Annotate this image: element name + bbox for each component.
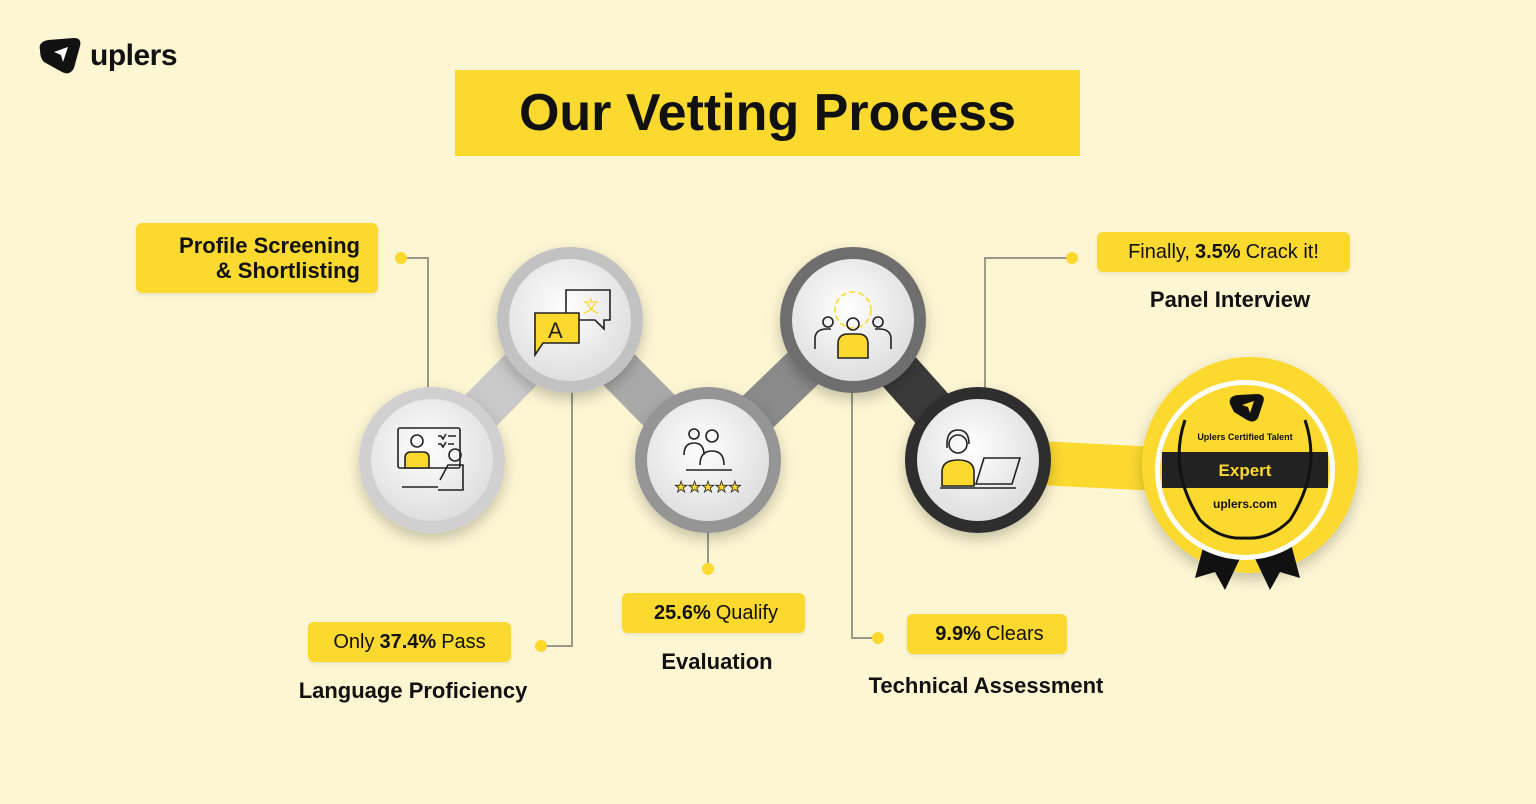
certified-badge: Uplers Certified Talent Expert uplers.co… [1142, 357, 1358, 590]
uplers-logo-icon [39, 38, 81, 74]
stat-suffix: Pass [441, 630, 486, 653]
stat-suffix: Qualify [715, 601, 778, 624]
stat-tag-technical: 9.9% Clears [907, 614, 1067, 654]
stat-tag-panel: Finally, 3.5% Crack it! [1097, 232, 1350, 272]
stat-tag-evaluation: 25.6% Qualify [622, 593, 805, 633]
brand-logo: uplers [36, 36, 178, 76]
rating-stars-icon: ★★★★★ [674, 428, 742, 496]
uplers-logo-icon [1229, 394, 1264, 422]
step-name-line2: & Shortlisting [215, 258, 360, 283]
team-gear-icon [814, 291, 892, 359]
step-name: Profile Screening [179, 233, 360, 258]
step-circle-technical [780, 247, 926, 393]
badge-url: uplers.com [1213, 497, 1277, 511]
stat-value: 37.4% [379, 630, 437, 653]
translate-chat-icon: 文 A [534, 289, 611, 358]
stat-suffix: Clears [985, 622, 1044, 645]
step-title-evaluation: Evaluation [661, 649, 773, 674]
stat-value: 25.6% [654, 601, 711, 624]
leader-lines [401, 257, 1072, 647]
step-circle-panel [905, 387, 1051, 533]
badge-label: Expert [1219, 461, 1272, 480]
stat-suffix: Crack it! [1245, 240, 1319, 263]
badge-top-text: Uplers Certified Talent [1197, 432, 1292, 442]
step-title-panel: Panel Interview [1149, 287, 1311, 312]
brand-name: uplers [90, 39, 178, 72]
title-banner: Our Vetting Process [455, 70, 1080, 156]
svg-text:文: 文 [583, 298, 599, 316]
stat-value: 9.9% [935, 622, 981, 645]
headset-agent-icon [940, 429, 1022, 489]
laurel-icon [1177, 419, 1313, 540]
step-title-language: Language Proficiency [298, 678, 528, 703]
step-circle-evaluation [635, 387, 781, 533]
video-interview-icon [397, 427, 464, 491]
svg-text:A: A [548, 318, 563, 343]
leader-dots [395, 252, 1078, 652]
step-label-profile-screening: Profile Screening & Shortlisting [136, 223, 378, 293]
page-title: Our Vetting Process [518, 84, 1017, 142]
stat-prefix: Only [333, 630, 375, 653]
step-title-technical: Technical Assessment [868, 673, 1104, 698]
svg-text:★★★★★: ★★★★★ [674, 479, 741, 496]
stat-value: 3.5% [1194, 240, 1241, 263]
step-circle-profile-screening [359, 387, 505, 533]
stat-tag-language: Only 37.4% Pass [308, 622, 511, 662]
stat-prefix: Finally, [1128, 240, 1190, 263]
